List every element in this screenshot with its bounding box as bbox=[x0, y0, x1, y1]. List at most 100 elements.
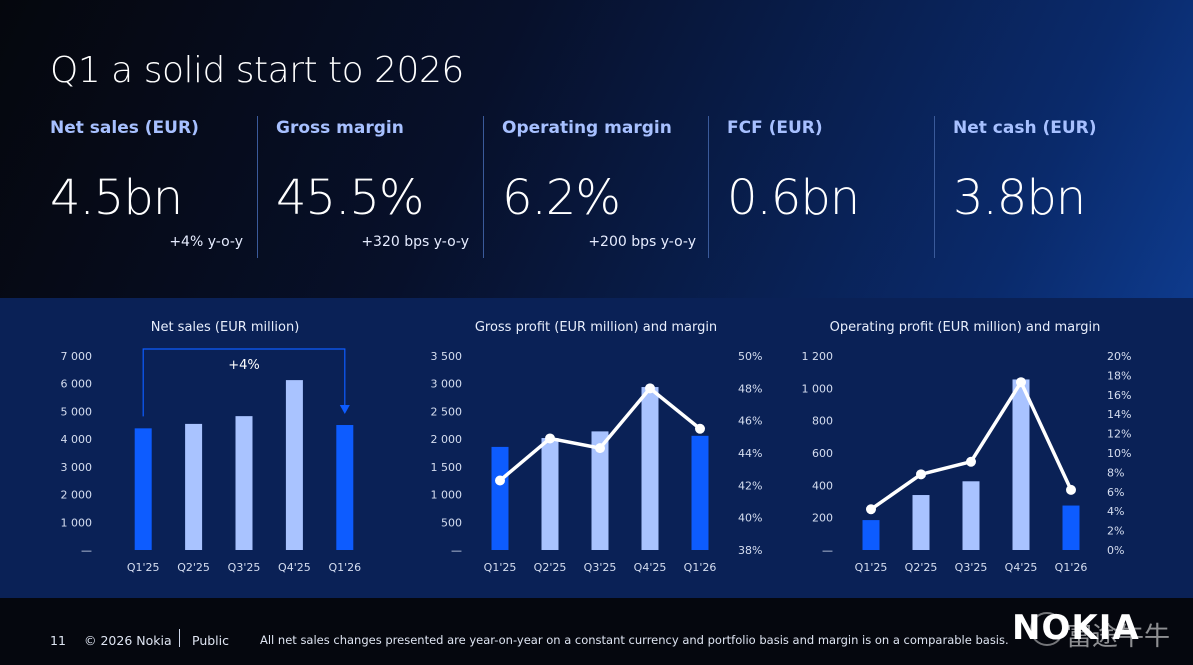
y-tick-label: 200 bbox=[812, 512, 833, 525]
bar bbox=[862, 520, 880, 550]
y-tick-label: 800 bbox=[812, 415, 833, 428]
gross-profit-chart: Gross profit (EUR million) and margin — 50… bbox=[431, 320, 763, 574]
margin-point bbox=[545, 433, 555, 444]
y2-tick-label: 18% bbox=[1107, 369, 1131, 382]
chart-title: Net sales (EUR million) bbox=[151, 320, 300, 335]
kpi-label: Gross margin bbox=[276, 118, 404, 138]
x-tick-label: Q1'25 bbox=[484, 561, 517, 574]
bar bbox=[491, 446, 509, 550]
margin-point bbox=[1066, 484, 1076, 495]
y2-tick-label: 6% bbox=[1107, 486, 1124, 499]
bar bbox=[1062, 505, 1080, 550]
y-tick-label: — bbox=[822, 544, 833, 557]
kpi-value: 6.2% bbox=[502, 170, 621, 226]
y-tick-label: 1 000 bbox=[802, 382, 834, 395]
y-tick-label: 2 500 bbox=[431, 405, 463, 418]
chart-title: Gross profit (EUR million) and margin bbox=[475, 320, 717, 335]
margin-point bbox=[645, 383, 655, 394]
margin-point bbox=[1016, 377, 1026, 388]
y2-tick-label: 50% bbox=[738, 350, 762, 363]
y-tick-label: — bbox=[81, 544, 92, 557]
y2-tick-label: 0% bbox=[1107, 544, 1124, 557]
bar bbox=[691, 435, 709, 550]
watermark: 富途牛牛 bbox=[1066, 622, 1171, 652]
y-tick-label: 3 000 bbox=[61, 461, 93, 474]
kpi-value: 0.6bn bbox=[727, 170, 860, 226]
x-tick-label: Q3'25 bbox=[955, 561, 988, 574]
y-tick-label: 1 200 bbox=[802, 350, 834, 363]
margin-point bbox=[495, 475, 505, 486]
y2-tick-label: 16% bbox=[1107, 389, 1131, 402]
x-tick-label: Q1'26 bbox=[328, 561, 361, 574]
kpi-fcf: FCF (EUR) 0.6bn bbox=[727, 116, 917, 258]
y-tick-label: 1 000 bbox=[431, 489, 463, 502]
bar bbox=[285, 380, 303, 550]
margin-point bbox=[916, 469, 926, 480]
page-title: Q1 a solid start to 2026 bbox=[50, 50, 464, 91]
y2-tick-label: 48% bbox=[738, 382, 762, 395]
charts-panel: Net sales (EUR million) — 1 000 2 000 3 000 4… bbox=[0, 298, 1193, 598]
y2-tick-label: 38% bbox=[738, 544, 762, 557]
y2-tick-label: 42% bbox=[738, 479, 762, 492]
annotation-bracket bbox=[142, 348, 346, 417]
x-tick-label: Q3'25 bbox=[228, 561, 261, 574]
y2-tick-label: 40% bbox=[738, 512, 762, 525]
footer: 11 © 2026 Nokia Public All net sales cha… bbox=[0, 598, 1193, 665]
net-sales-chart: Net sales (EUR million) — 1 000 2 000 3 000 4… bbox=[61, 320, 362, 574]
bar bbox=[336, 425, 354, 550]
y2-tick-label: 44% bbox=[738, 447, 762, 460]
bar bbox=[541, 438, 559, 550]
classification: Public bbox=[192, 633, 229, 648]
x-tick-label: Q1'26 bbox=[1055, 561, 1088, 574]
chart-title: Operating profit (EUR million) and margi… bbox=[830, 320, 1101, 335]
y2-tick-label: 8% bbox=[1107, 466, 1124, 479]
y2-tick-label: 20% bbox=[1107, 350, 1131, 363]
kpi-value: 3.8bn bbox=[953, 170, 1086, 226]
y2-tick-label: 10% bbox=[1107, 447, 1131, 460]
x-tick-label: Q2'25 bbox=[177, 561, 210, 574]
kpi-value: 4.5bn bbox=[50, 170, 183, 226]
page-number: 11 bbox=[50, 633, 66, 648]
y2-tick-label: 12% bbox=[1107, 428, 1131, 441]
x-tick-label: Q2'25 bbox=[905, 561, 938, 574]
y-tick-label: 5 000 bbox=[61, 405, 93, 418]
y-tick-label: 500 bbox=[441, 516, 462, 529]
y-tick-label: 2 000 bbox=[61, 489, 93, 502]
kpi-net-cash: Net cash (EUR) 3.8bn bbox=[953, 116, 1143, 258]
bar bbox=[134, 428, 152, 550]
y2-tick-label: 46% bbox=[738, 415, 762, 428]
kpi-divider bbox=[483, 116, 484, 258]
y-tick-label: 400 bbox=[812, 479, 833, 492]
margin-point bbox=[966, 456, 976, 467]
y-tick-label: 2 000 bbox=[431, 433, 463, 446]
margin-point bbox=[595, 443, 605, 454]
footer-divider bbox=[179, 629, 180, 647]
bar bbox=[185, 423, 203, 550]
kpi-divider bbox=[934, 116, 935, 258]
y2-tick-label: 4% bbox=[1107, 505, 1124, 518]
kpi-divider bbox=[708, 116, 709, 258]
y-tick-label: 4 000 bbox=[61, 433, 93, 446]
x-tick-label: Q4'25 bbox=[1005, 561, 1038, 574]
kpi-change: +4% y-o-y bbox=[169, 234, 243, 250]
y-tick-label: 3 500 bbox=[431, 350, 463, 363]
x-tick-label: Q2'25 bbox=[534, 561, 567, 574]
x-tick-label: Q4'25 bbox=[634, 561, 667, 574]
y-tick-label: 600 bbox=[812, 447, 833, 460]
y2-tick-label: 14% bbox=[1107, 408, 1131, 421]
bar bbox=[912, 495, 930, 550]
operating-profit-chart: Operating profit (EUR million) and margi… bbox=[802, 320, 1132, 574]
bar bbox=[591, 431, 609, 550]
kpi-change: +200 bps y-o-y bbox=[588, 234, 696, 250]
annotation-arrowhead bbox=[339, 405, 350, 415]
x-tick-label: Q1'25 bbox=[127, 561, 160, 574]
kpi-gross-margin: Gross margin 45.5% +320 bps y-o-y bbox=[276, 116, 469, 258]
y-tick-label: 7 000 bbox=[61, 350, 93, 363]
kpi-net-sales: Net sales (EUR) 4.5bn +4% y-o-y bbox=[50, 116, 243, 258]
x-tick-label: Q1'25 bbox=[855, 561, 888, 574]
margin-point bbox=[866, 504, 876, 515]
copyright: © 2026 Nokia bbox=[84, 633, 172, 648]
kpi-divider bbox=[257, 116, 258, 258]
y-tick-label: 3 000 bbox=[431, 378, 463, 391]
kpi-label: Net cash (EUR) bbox=[953, 118, 1097, 138]
